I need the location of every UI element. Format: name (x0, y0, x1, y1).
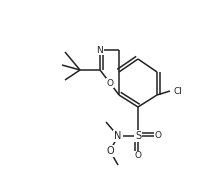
Text: O: O (134, 151, 141, 161)
Text: O: O (106, 146, 113, 156)
Text: S: S (134, 131, 140, 141)
Text: N: N (114, 131, 121, 141)
Text: O: O (154, 132, 161, 141)
Text: O: O (106, 79, 113, 88)
Text: N: N (96, 45, 103, 54)
Text: Cl: Cl (173, 86, 182, 96)
